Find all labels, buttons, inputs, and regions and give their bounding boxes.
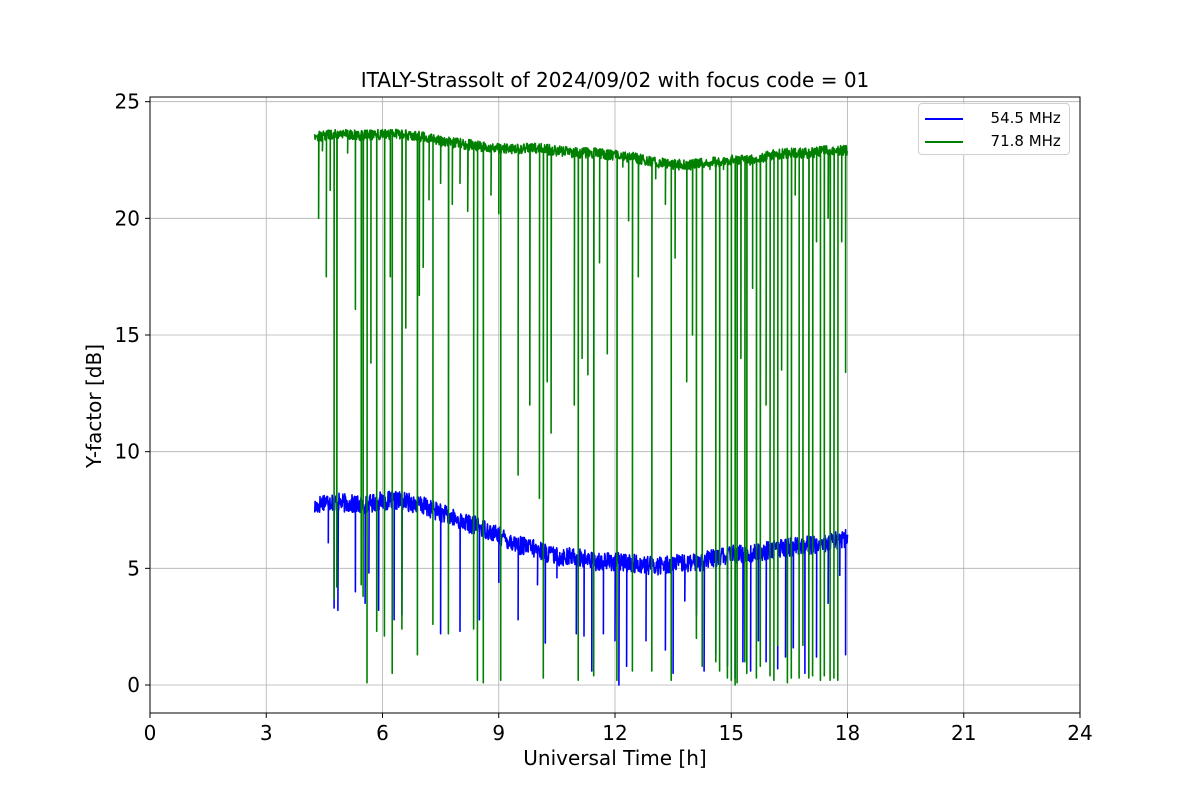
x-tick-label: 24 <box>1067 721 1092 745</box>
x-tick-label: 12 <box>602 721 627 745</box>
y-tick-label: 5 <box>127 556 140 580</box>
y-axis-label: Y-factor [dB] <box>82 343 106 469</box>
legend-entry-71-8: 71.8 MHz <box>919 131 1069 153</box>
axes-layer: 0 3 6 9 12 15 18 21 24 0 5 10 15 20 25 <box>115 90 1093 745</box>
legend-swatch-54-5 <box>925 118 963 120</box>
x-tick-label: 3 <box>260 721 273 745</box>
y-tick-label: 0 <box>127 673 140 697</box>
x-tick-label: 21 <box>951 721 976 745</box>
legend: 54.5 MHz 71.8 MHz <box>918 103 1070 155</box>
x-tick-label: 15 <box>719 721 744 745</box>
legend-label-71-8: 71.8 MHz <box>981 132 1061 150</box>
legend-label-54-5: 54.5 MHz <box>981 109 1061 127</box>
x-tick-label: 18 <box>835 721 860 745</box>
legend-entry-54-5: 54.5 MHz <box>919 108 1069 130</box>
x-axis-label: Universal Time [h] <box>523 746 707 770</box>
x-tick-label: 9 <box>492 721 505 745</box>
y-tick-label: 25 <box>115 90 140 114</box>
series-line-54-5-mhz <box>313 490 849 686</box>
x-tick-label: 0 <box>144 721 157 745</box>
y-tick-label: 20 <box>115 206 140 230</box>
chart-title: ITALY-Strassolt of 2024/09/02 with focus… <box>360 68 870 92</box>
y-tick-label: 10 <box>115 440 140 464</box>
x-tick-label: 6 <box>376 721 389 745</box>
legend-swatch-71-8 <box>925 141 963 143</box>
series-layer <box>313 128 849 686</box>
series-line-71-8-mhz <box>313 128 849 686</box>
y-tick-label: 15 <box>115 323 140 347</box>
